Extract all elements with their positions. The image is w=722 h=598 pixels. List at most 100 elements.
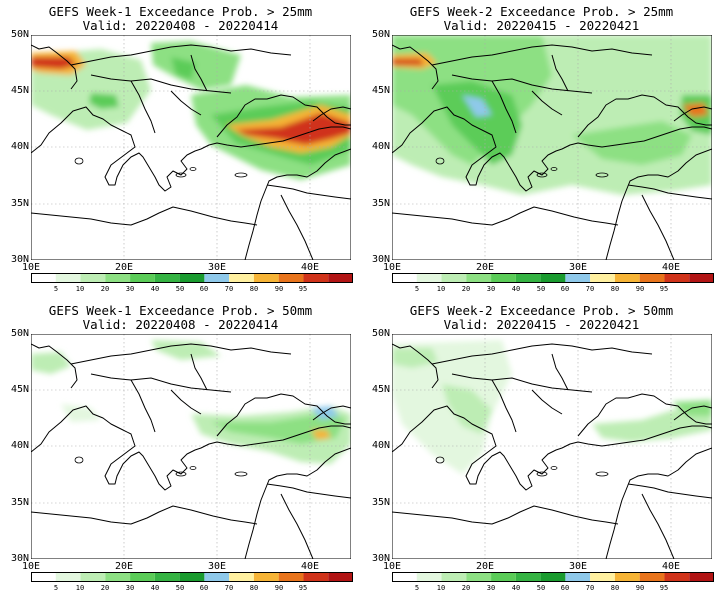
lon-label: 20E xyxy=(475,561,495,572)
lon-label: 10E xyxy=(21,262,41,273)
lat-label: 50N xyxy=(10,328,29,339)
colorbar-label: 40 xyxy=(511,285,521,293)
colorbar-label: 60 xyxy=(199,584,209,592)
colorbar-label: 95 xyxy=(659,285,669,293)
panel-title: GEFS Week-2 Exceedance Prob. > 50mm xyxy=(409,303,674,318)
lon-label: 30E xyxy=(568,561,588,572)
lon-label: 30E xyxy=(207,262,227,273)
lat-label: 35N xyxy=(371,198,390,209)
lat-label: 35N xyxy=(371,497,390,508)
colorbar xyxy=(392,273,714,283)
colorbar-label: 50 xyxy=(536,584,546,592)
colorbar-label: 95 xyxy=(659,584,669,592)
lat-label: 30N xyxy=(10,254,29,265)
panel-title: GEFS Week-1 Exceedance Prob. > 25mm xyxy=(48,4,313,19)
map-week2-25mm xyxy=(392,35,712,260)
colorbar-label: 30 xyxy=(125,584,135,592)
lon-label: 10E xyxy=(21,561,41,572)
map-week1-25mm xyxy=(31,35,351,260)
lat-label: 40N xyxy=(10,141,29,152)
lat-label: 50N xyxy=(371,328,390,339)
colorbar-label: 40 xyxy=(511,584,521,592)
lat-label: 45N xyxy=(371,384,390,395)
panel-valid-dates: Valid: 20220408 - 20220414 xyxy=(82,18,279,33)
lat-label: 45N xyxy=(10,85,29,96)
colorbar xyxy=(31,273,353,283)
lat-label: 35N xyxy=(10,198,29,209)
colorbar-label: 80 xyxy=(249,584,259,592)
colorbar-label: 20 xyxy=(100,285,110,293)
colorbar-swatches xyxy=(31,572,353,582)
lat-label: 50N xyxy=(10,29,29,40)
colorbar-label: 10 xyxy=(436,584,446,592)
panel-week2-25mm: GEFS Week-2 Exceedance Prob. > 25mm Vali… xyxy=(361,0,722,299)
colorbar-label: 30 xyxy=(486,285,496,293)
colorbar-swatches xyxy=(31,273,353,283)
lon-label: 30E xyxy=(207,561,227,572)
colorbar-label: 50 xyxy=(536,285,546,293)
colorbar-label: 40 xyxy=(150,584,160,592)
colorbar-label: 60 xyxy=(560,285,570,293)
colorbar-label: 90 xyxy=(635,285,645,293)
map-week1-50mm xyxy=(31,334,351,559)
colorbar-label: 50 xyxy=(175,584,185,592)
colorbar-label: 80 xyxy=(610,584,620,592)
colorbar-label: 5 xyxy=(414,285,420,293)
colorbar-label: 10 xyxy=(75,584,85,592)
colorbar-label: 30 xyxy=(125,285,135,293)
lon-label: 40E xyxy=(300,561,320,572)
colorbar-label: 95 xyxy=(298,584,308,592)
panel-valid-dates: Valid: 20220415 - 20220421 xyxy=(443,18,640,33)
colorbar-label: 10 xyxy=(436,285,446,293)
panel-title: GEFS Week-1 Exceedance Prob. > 50mm xyxy=(48,303,313,318)
lat-label: 45N xyxy=(371,85,390,96)
panel-week1-25mm: GEFS Week-1 Exceedance Prob. > 25mm Vali… xyxy=(0,0,361,299)
colorbar-label: 10 xyxy=(75,285,85,293)
lat-label: 40N xyxy=(10,440,29,451)
colorbar-label: 70 xyxy=(585,584,595,592)
colorbar-label: 20 xyxy=(461,584,471,592)
colorbar-label: 90 xyxy=(635,584,645,592)
colorbar-label: 90 xyxy=(274,584,284,592)
colorbar-swatches xyxy=(392,572,714,582)
colorbar-label: 60 xyxy=(199,285,209,293)
colorbar-label: 50 xyxy=(175,285,185,293)
lon-label: 40E xyxy=(661,262,681,273)
lon-label: 40E xyxy=(661,561,681,572)
map-week2-50mm xyxy=(392,334,712,559)
panel-title: GEFS Week-2 Exceedance Prob. > 25mm xyxy=(409,4,674,19)
lon-label: 10E xyxy=(382,561,402,572)
panel-valid-dates: Valid: 20220408 - 20220414 xyxy=(82,317,279,332)
colorbar-label: 70 xyxy=(224,285,234,293)
colorbar-label: 90 xyxy=(274,285,284,293)
lat-label: 40N xyxy=(371,440,390,451)
panel-week2-50mm: GEFS Week-2 Exceedance Prob. > 50mm Vali… xyxy=(361,299,722,598)
colorbar-label: 80 xyxy=(610,285,620,293)
colorbar-label: 80 xyxy=(249,285,259,293)
colorbar-label: 20 xyxy=(461,285,471,293)
lon-label: 10E xyxy=(382,262,402,273)
lat-label: 35N xyxy=(10,497,29,508)
lat-label: 30N xyxy=(371,553,390,564)
colorbar xyxy=(392,572,714,582)
lon-label: 40E xyxy=(300,262,320,273)
lat-label: 30N xyxy=(10,553,29,564)
colorbar-label: 70 xyxy=(224,584,234,592)
colorbar-label: 30 xyxy=(486,584,496,592)
colorbar-label: 40 xyxy=(150,285,160,293)
lat-label: 30N xyxy=(371,254,390,265)
colorbar-label: 60 xyxy=(560,584,570,592)
lon-label: 20E xyxy=(114,262,134,273)
lat-label: 40N xyxy=(371,141,390,152)
panel-week1-50mm: GEFS Week-1 Exceedance Prob. > 50mm Vali… xyxy=(0,299,361,598)
colorbar-label: 5 xyxy=(53,584,59,592)
lat-label: 50N xyxy=(371,29,390,40)
colorbar-label: 95 xyxy=(298,285,308,293)
colorbar-swatches xyxy=(392,273,714,283)
colorbar xyxy=(31,572,353,582)
lon-label: 20E xyxy=(114,561,134,572)
colorbar-label: 70 xyxy=(585,285,595,293)
colorbar-label: 20 xyxy=(100,584,110,592)
lon-label: 30E xyxy=(568,262,588,273)
lon-label: 20E xyxy=(475,262,495,273)
